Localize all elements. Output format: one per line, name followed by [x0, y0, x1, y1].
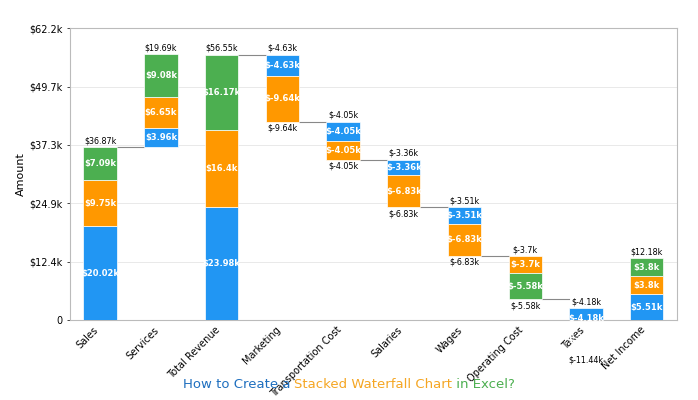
Text: $3.96k: $3.96k [144, 133, 177, 142]
Text: $-3.36k: $-3.36k [389, 149, 419, 158]
Bar [509, 256, 542, 273]
Text: $-5.46k: $-5.46k [568, 336, 604, 345]
Text: $-11.44k: $-11.44k [568, 356, 604, 364]
Text: $-3.51k: $-3.51k [447, 211, 482, 220]
Text: $16.4k: $16.4k [205, 164, 238, 174]
Text: How to Create a: How to Create a [183, 378, 295, 390]
Text: $-6.83k: $-6.83k [447, 235, 482, 244]
Text: $56.55k: $56.55k [205, 44, 238, 53]
Text: $16.17k: $16.17k [202, 88, 241, 97]
Text: $23.98k: $23.98k [202, 259, 241, 268]
Text: $-3.7k: $-3.7k [510, 260, 540, 269]
Bar [448, 207, 481, 224]
Bar [630, 276, 663, 294]
Bar [144, 97, 177, 128]
Bar [570, 308, 602, 328]
Bar [387, 175, 420, 207]
Text: $-3.7k: $-3.7k [512, 245, 538, 254]
Text: $3.8k: $3.8k [634, 281, 660, 290]
Text: $20.02k: $20.02k [81, 268, 119, 278]
Text: $-4.63k: $-4.63k [267, 44, 297, 53]
Text: $9.75k: $9.75k [84, 199, 117, 208]
Text: $-4.18k: $-4.18k [568, 314, 604, 323]
Text: $-9.64k: $-9.64k [265, 94, 300, 103]
Text: $36.87k: $36.87k [84, 136, 117, 145]
Text: $-3.36k: $-3.36k [386, 163, 422, 172]
Text: $6.65k: $6.65k [144, 108, 177, 117]
Text: $-6.83k: $-6.83k [389, 209, 419, 218]
Text: $3.8k: $3.8k [634, 263, 660, 272]
Text: $-4.05k: $-4.05k [325, 126, 361, 136]
Bar [570, 328, 602, 354]
Y-axis label: Amount: Amount [16, 152, 26, 196]
Bar [630, 294, 663, 320]
Bar [84, 147, 117, 180]
Text: $12.18k: $12.18k [630, 248, 663, 256]
Bar [266, 76, 299, 122]
Text: $-4.05k: $-4.05k [325, 146, 361, 154]
Text: $9.08k: $9.08k [145, 71, 177, 80]
Bar [84, 226, 117, 320]
Bar [448, 224, 481, 256]
Text: $-9.64k: $-9.64k [267, 123, 297, 132]
Bar [327, 122, 359, 140]
Bar [327, 140, 359, 160]
Bar [205, 208, 238, 320]
Text: $5.51k: $5.51k [630, 302, 663, 312]
Text: $-4.63k: $-4.63k [265, 61, 300, 70]
Text: $-5.58k: $-5.58k [507, 282, 543, 291]
Bar [144, 54, 177, 97]
Text: $-4.05k: $-4.05k [328, 111, 358, 120]
Bar [144, 128, 177, 147]
Text: $-6.83k: $-6.83k [450, 258, 480, 267]
Text: $-4.18k: $-4.18k [571, 298, 601, 306]
Bar [509, 273, 542, 300]
Bar [205, 130, 238, 208]
Bar [205, 54, 238, 130]
Bar [84, 180, 117, 226]
Text: $-4.05k: $-4.05k [328, 162, 358, 170]
Bar [630, 258, 663, 276]
Text: $-3.51k: $-3.51k [450, 196, 480, 206]
Text: in Excel?: in Excel? [452, 378, 515, 390]
Text: Stacked Waterfall Chart: Stacked Waterfall Chart [295, 378, 452, 390]
Text: $-5.58k: $-5.58k [510, 301, 540, 310]
Text: $7.09k: $7.09k [84, 159, 116, 168]
Bar [266, 54, 299, 76]
Bar [387, 160, 420, 175]
Text: $19.69k: $19.69k [144, 44, 177, 52]
Text: $-6.83k: $-6.83k [386, 187, 422, 196]
